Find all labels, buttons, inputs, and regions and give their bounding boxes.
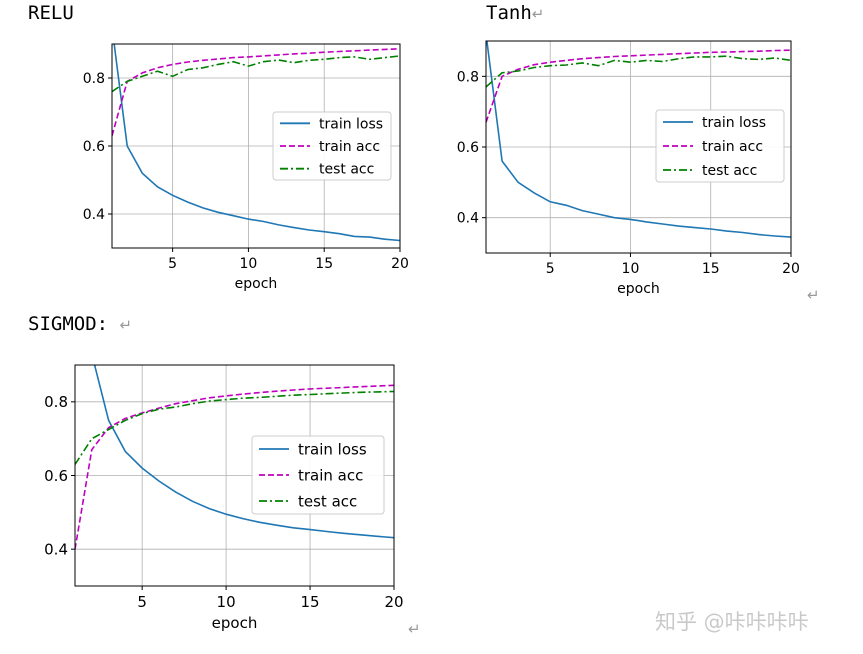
sigmod-series-test-acc [75, 390, 394, 465]
y-tick-label: 0.4 [44, 541, 68, 559]
y-tick-label: 0.6 [457, 140, 479, 156]
sigmod-series-group [75, 365, 394, 550]
x-tick-label: 10 [217, 593, 236, 611]
sigmod-legend: train loss train acc test acc [251, 435, 385, 515]
tanh-heading-text: Tanh [486, 2, 532, 24]
sigmod-heading-text: SIGMOD: [28, 313, 109, 335]
legend-label: test acc [298, 492, 357, 510]
x-tick-label: 20 [782, 261, 800, 277]
legend-label: test acc [702, 163, 757, 179]
tanh-series-test-acc [486, 55, 791, 88]
relu-plot: 5 10 15 20 0.4 0.6 0.8 epoch train loss train acc… [83, 43, 409, 292]
tanh-series-train-loss [486, 41, 791, 238]
relu-heading-text: RELU [28, 2, 74, 24]
tanh-series-train-acc [486, 49, 791, 123]
relu-series-test-acc [112, 55, 400, 93]
x-tick-label: 15 [702, 261, 720, 277]
sigmod-series-train-loss [93, 365, 394, 539]
tanh-series-group [486, 41, 791, 238]
tanh-legend: train loss train acc test acc [655, 109, 785, 183]
x-tick-label: 5 [546, 261, 555, 277]
legend-label: train acc [702, 139, 763, 155]
relu-series-train-loss [113, 44, 400, 242]
return-mark-tanh: ↵ [531, 5, 545, 23]
legend-frame [272, 111, 392, 181]
x-tick-label: 15 [315, 256, 333, 272]
legend-label: train acc [298, 466, 363, 484]
relu-legend: train loss train acc test acc [272, 111, 392, 181]
y-tick-label: 0.8 [44, 393, 68, 411]
y-tick-label: 0.4 [83, 207, 105, 223]
y-tick-label: 0.6 [83, 139, 105, 155]
legend-frame [251, 435, 385, 515]
relu-series-train-acc [112, 48, 400, 137]
x-tick-label: 20 [391, 256, 409, 272]
tanh-x-axis-label: epoch [617, 281, 660, 297]
x-tick-label: 10 [622, 261, 640, 277]
legend-frame [655, 109, 785, 183]
sigmod-plot: 5 10 15 20 0.4 0.6 0.8 epoch train loss train acc… [44, 364, 404, 632]
tanh-plot: 5 10 15 20 0.4 0.6 0.8 epoch train loss train acc… [457, 40, 800, 297]
return-mark-bottom: ↵ [408, 620, 421, 638]
tanh-heading: Tanh↵ [486, 2, 544, 24]
return-mark-right: ↵ [807, 286, 820, 304]
x-tick-label: 10 [240, 256, 258, 272]
legend-label: train loss [702, 115, 766, 131]
legend-label: train acc [319, 139, 380, 155]
relu-series-group [112, 44, 400, 242]
relu-heading: RELU [28, 2, 74, 24]
sigmod-x-axis-label: epoch [212, 614, 258, 632]
x-tick-label: 20 [384, 593, 403, 611]
legend-label: train loss [319, 116, 383, 132]
sigmod-heading: SIGMOD: ↵ [28, 313, 132, 335]
y-tick-label: 0.4 [457, 211, 479, 227]
x-tick-label: 5 [137, 593, 147, 611]
return-mark-sigmod: ↵ [119, 316, 133, 334]
y-tick-label: 0.8 [457, 69, 479, 85]
relu-x-axis-label: epoch [235, 276, 278, 292]
watermark: 知乎 @咔咔咔咔 [655, 610, 809, 634]
x-tick-label: 15 [301, 593, 320, 611]
x-tick-label: 5 [168, 256, 177, 272]
legend-label: train loss [298, 440, 367, 458]
y-tick-label: 0.6 [44, 467, 68, 485]
legend-label: test acc [319, 162, 374, 178]
y-tick-label: 0.8 [83, 71, 105, 87]
